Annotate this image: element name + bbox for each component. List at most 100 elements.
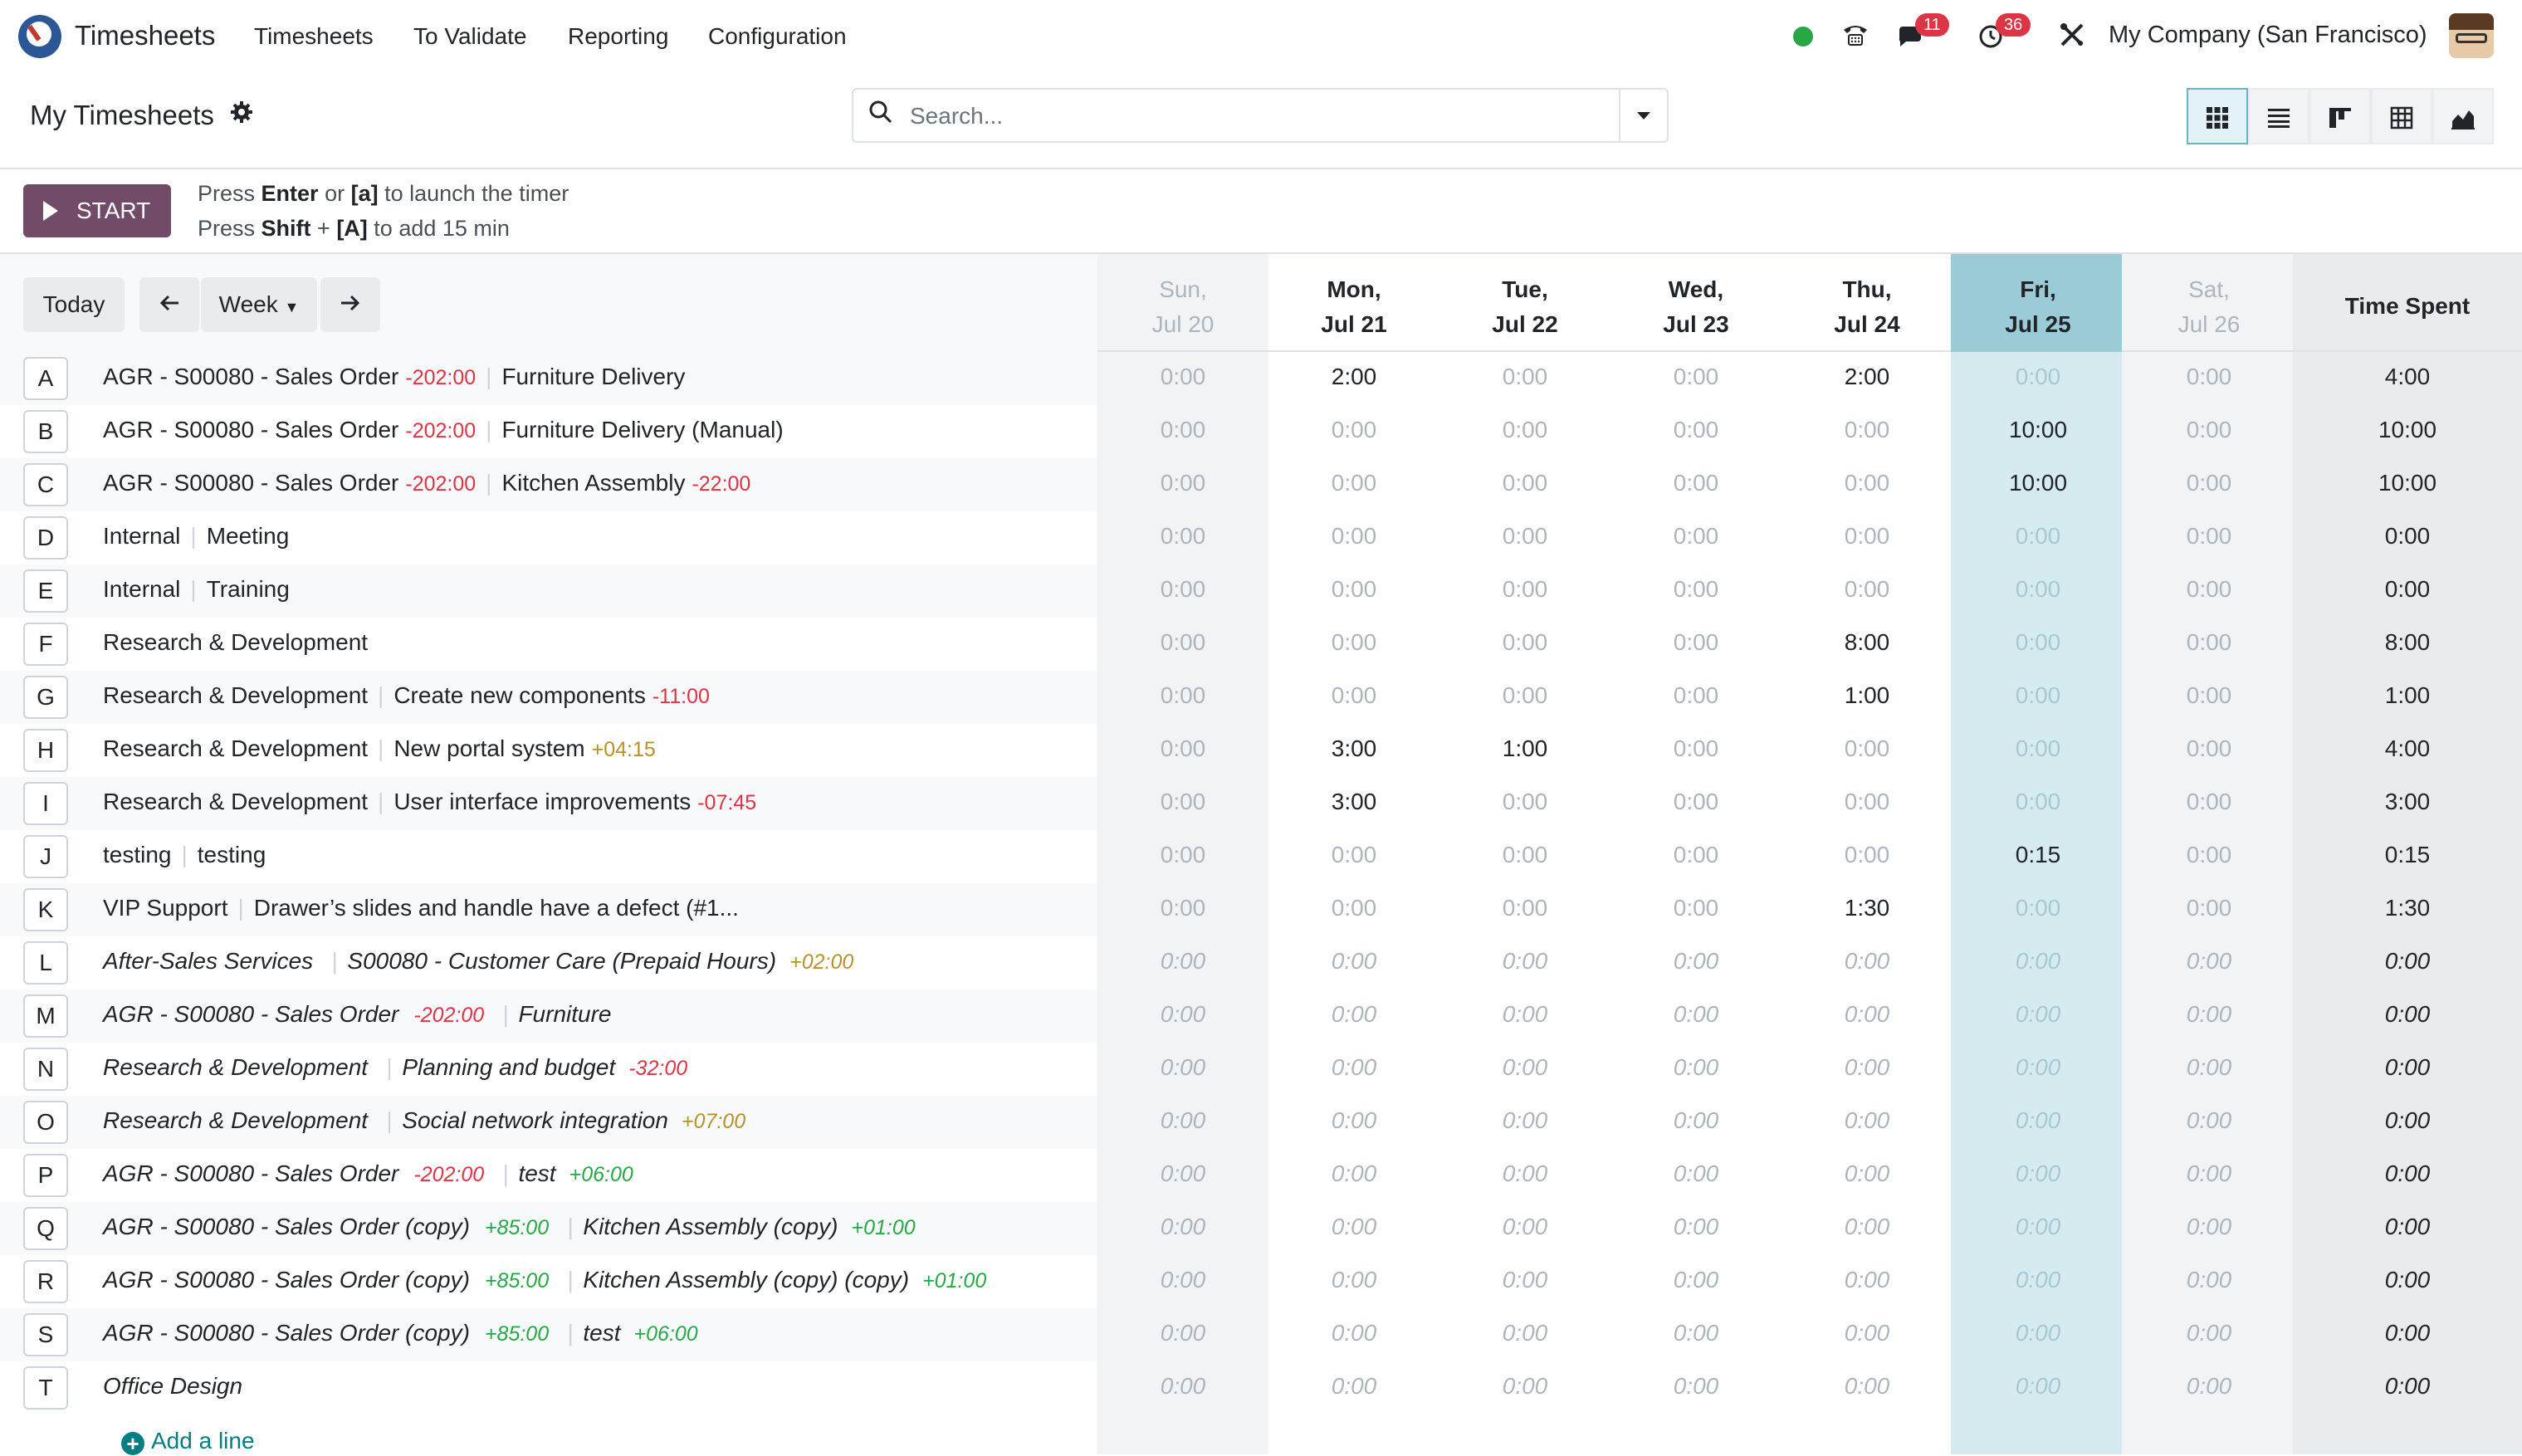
table-row[interactable]: A AGR - S00080 - Sales Order -202:00 | Furni… xyxy=(0,352,2522,405)
timesheet-cell[interactable]: 0:00 xyxy=(2186,470,2232,496)
timesheet-cell[interactable]: 0:00 xyxy=(2186,1320,2232,1346)
timesheet-cell[interactable]: 0:00 xyxy=(1160,1160,1206,1186)
timesheet-cell[interactable]: 0:00 xyxy=(1673,470,1719,496)
timesheet-cell[interactable]: 0:00 xyxy=(2186,682,2232,708)
timesheet-cell[interactable]: 0:00 xyxy=(1673,523,1719,549)
timesheet-cell[interactable]: 0:00 xyxy=(1673,1001,1719,1027)
timesheet-cell[interactable]: 0:00 xyxy=(1331,948,1377,974)
timesheet-cell[interactable]: 0:00 xyxy=(1331,523,1377,549)
list-view-icon[interactable] xyxy=(2248,88,2309,144)
timesheet-cell[interactable]: 0:00 xyxy=(1673,948,1719,974)
timesheet-cell[interactable]: 0:00 xyxy=(1844,948,1890,974)
timesheet-cell[interactable]: 2:00 xyxy=(1844,364,1890,389)
timesheet-cell[interactable]: 0:00 xyxy=(1331,895,1377,921)
timesheet-cell[interactable]: 0:00 xyxy=(1160,1054,1206,1080)
timesheet-cell[interactable]: 0:00 xyxy=(1502,1214,1548,1239)
timesheet-cell[interactable]: 0:00 xyxy=(1331,417,1377,442)
timesheet-cell[interactable]: 0:15 xyxy=(2015,842,2061,867)
search-options-toggle[interactable] xyxy=(1619,90,1667,141)
timesheet-cell[interactable]: 0:00 xyxy=(1160,523,1206,549)
timesheet-cell[interactable]: 0:00 xyxy=(2186,789,2232,814)
prev-week-button[interactable] xyxy=(139,277,199,332)
timesheet-cell[interactable]: 0:00 xyxy=(2186,948,2232,974)
menu-reporting[interactable]: Reporting xyxy=(568,23,669,49)
table-row[interactable]: G Research & Development | Create new compo… xyxy=(0,671,2522,724)
timesheet-cell[interactable]: 0:00 xyxy=(2015,789,2061,814)
timesheet-cell[interactable]: 0:00 xyxy=(1673,1214,1719,1239)
timesheet-cell[interactable]: 0:00 xyxy=(1502,1001,1548,1027)
table-row[interactable]: C AGR - S00080 - Sales Order -202:00 | Kitch… xyxy=(0,458,2522,511)
timesheet-cell[interactable]: 0:00 xyxy=(1331,576,1377,602)
timesheet-cell[interactable]: 0:00 xyxy=(2015,1107,2061,1133)
timesheet-cell[interactable]: 0:00 xyxy=(1673,576,1719,602)
timesheet-cell[interactable]: 0:00 xyxy=(1844,417,1890,442)
timesheet-cell[interactable]: 0:00 xyxy=(1331,1001,1377,1027)
clock-icon[interactable] xyxy=(1974,20,2007,53)
timesheet-cell[interactable]: 3:00 xyxy=(1331,735,1377,761)
timesheet-cell[interactable]: 1:00 xyxy=(1502,735,1548,761)
timesheet-cell[interactable]: 0:00 xyxy=(1502,1373,1548,1399)
timesheet-cell[interactable]: 0:00 xyxy=(1673,629,1719,655)
timesheet-cell[interactable]: 0:00 xyxy=(2186,735,2232,761)
timesheet-cell[interactable]: 0:00 xyxy=(1160,629,1206,655)
table-row[interactable]: Q AGR - S00080 - Sales Order (copy) +85:00… xyxy=(0,1202,2522,1255)
timesheet-cell[interactable]: 0:00 xyxy=(1844,1320,1890,1346)
timesheet-cell[interactable]: 0:00 xyxy=(1502,1320,1548,1346)
timesheet-cell[interactable]: 0:00 xyxy=(2186,417,2232,442)
timesheet-cell[interactable]: 0:00 xyxy=(1502,948,1548,974)
timesheet-cell[interactable]: 0:00 xyxy=(1502,417,1548,442)
timesheet-cell[interactable]: 0:00 xyxy=(1160,364,1206,389)
timesheet-cell[interactable]: 0:00 xyxy=(1673,735,1719,761)
timesheet-cell[interactable]: 0:00 xyxy=(2186,576,2232,602)
grid-view-icon[interactable] xyxy=(2187,88,2248,144)
timesheet-cell[interactable]: 0:00 xyxy=(1673,842,1719,867)
timesheet-cell[interactable]: 0:00 xyxy=(1673,789,1719,814)
timesheet-cell[interactable]: 0:00 xyxy=(1331,629,1377,655)
timesheet-cell[interactable]: 0:00 xyxy=(2186,1001,2232,1027)
menu-to-validate[interactable]: To Validate xyxy=(413,23,527,49)
timesheet-cell[interactable]: 0:00 xyxy=(1331,1267,1377,1292)
timesheet-cell[interactable]: 0:00 xyxy=(2015,682,2061,708)
timesheet-cell[interactable]: 0:00 xyxy=(1502,789,1548,814)
timesheet-cell[interactable]: 0:00 xyxy=(1331,842,1377,867)
settings-gear-icon[interactable] xyxy=(229,100,254,131)
timesheet-cell[interactable]: 0:00 xyxy=(2015,948,2061,974)
timesheet-cell[interactable]: 0:00 xyxy=(2015,1214,2061,1239)
timesheet-cell[interactable]: 0:00 xyxy=(1160,1214,1206,1239)
timesheet-cell[interactable]: 0:00 xyxy=(1844,1107,1890,1133)
menu-configuration[interactable]: Configuration xyxy=(708,23,847,49)
graph-view-icon[interactable] xyxy=(2432,88,2494,144)
timesheet-cell[interactable]: 0:00 xyxy=(1502,523,1548,549)
timesheet-cell[interactable]: 0:00 xyxy=(1160,735,1206,761)
timesheet-cell[interactable]: 0:00 xyxy=(1502,1160,1548,1186)
timesheet-cell[interactable]: 0:00 xyxy=(2186,895,2232,921)
start-timer-button[interactable]: START xyxy=(23,184,171,237)
timesheet-cell[interactable]: 0:00 xyxy=(1844,789,1890,814)
timesheet-cell[interactable]: 0:00 xyxy=(1502,895,1548,921)
timesheet-cell[interactable]: 0:00 xyxy=(1844,1160,1890,1186)
timesheet-cell[interactable]: 0:00 xyxy=(1673,1320,1719,1346)
timesheet-cell[interactable]: 0:00 xyxy=(1844,1214,1890,1239)
today-button[interactable]: Today xyxy=(23,277,125,332)
timesheet-cell[interactable]: 0:00 xyxy=(1673,1267,1719,1292)
timesheet-cell[interactable]: 8:00 xyxy=(1844,629,1890,655)
timesheet-cell[interactable]: 0:00 xyxy=(1331,682,1377,708)
timesheet-cell[interactable]: 0:00 xyxy=(1331,1214,1377,1239)
table-row[interactable]: S AGR - S00080 - Sales Order (copy) +85:00… xyxy=(0,1308,2522,1361)
table-row[interactable]: D Internal | Meeting 0:00 0:00 0:00 0:00 0:00 0:0… xyxy=(0,511,2522,564)
timesheet-cell[interactable]: 1:00 xyxy=(1844,682,1890,708)
timesheet-cell[interactable]: 0:00 xyxy=(2186,1160,2232,1186)
timesheet-cell[interactable]: 0:00 xyxy=(1673,1373,1719,1399)
timesheet-cell[interactable]: 0:00 xyxy=(2015,1001,2061,1027)
next-week-button[interactable] xyxy=(320,277,380,332)
pivot-view-icon[interactable] xyxy=(2371,88,2432,144)
kanban-view-icon[interactable] xyxy=(2309,88,2371,144)
timesheet-cell[interactable]: 0:00 xyxy=(1160,789,1206,814)
timesheet-cell[interactable]: 0:00 xyxy=(2015,1373,2061,1399)
timesheet-cell[interactable]: 0:00 xyxy=(2186,842,2232,867)
timesheet-cell[interactable]: 0:00 xyxy=(1502,682,1548,708)
timesheet-cell[interactable]: 0:00 xyxy=(1502,1267,1548,1292)
timesheet-cell[interactable]: 0:00 xyxy=(2186,1267,2232,1292)
timesheet-cell[interactable]: 0:00 xyxy=(1502,1107,1548,1133)
